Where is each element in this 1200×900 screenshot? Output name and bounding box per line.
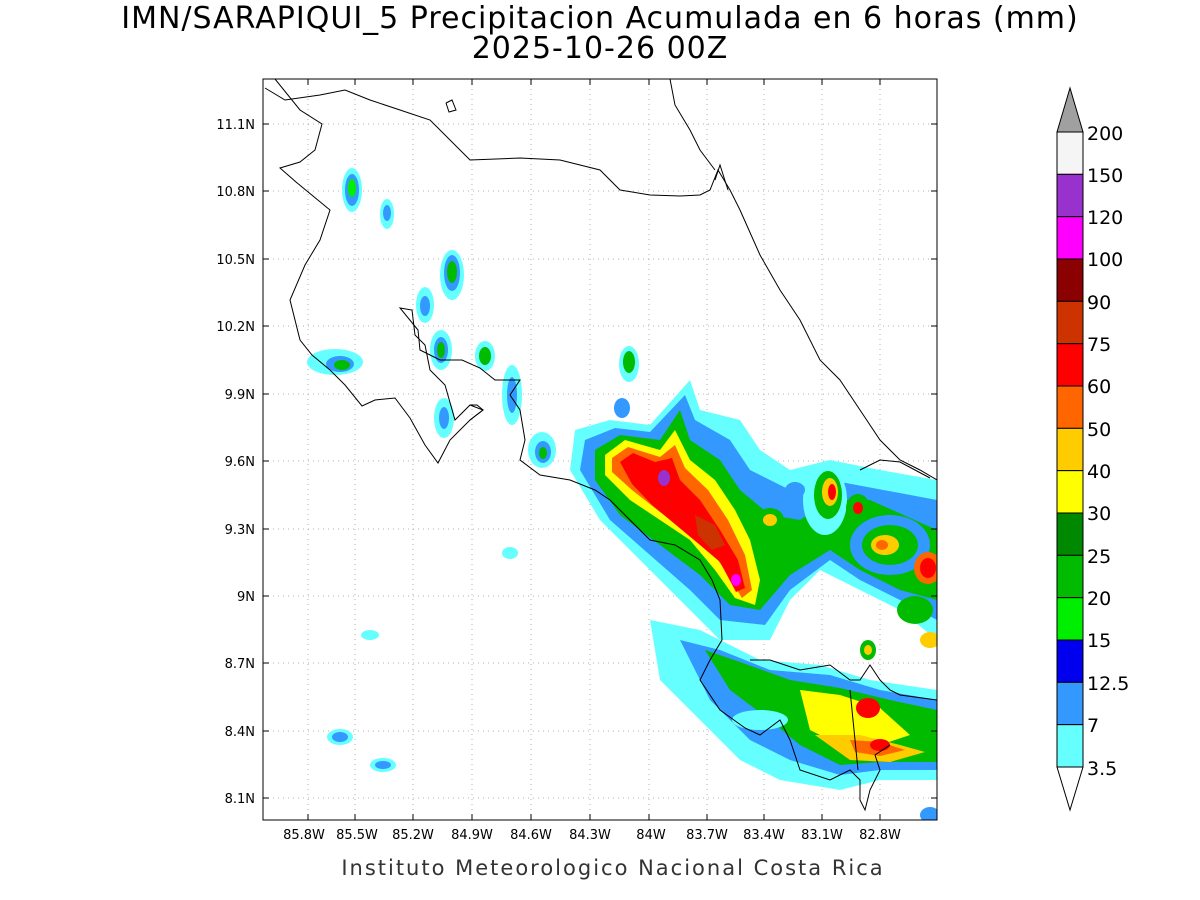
lat-label: 9N [237, 590, 255, 605]
colorbar-label: 100 [1087, 249, 1123, 271]
precipitation-field [307, 168, 937, 820]
lat-label: 8.7N [225, 657, 255, 672]
colorbar-label: 20 [1087, 588, 1111, 610]
colorbar-label: 90 [1087, 292, 1111, 314]
colorbar-label: 200 [1087, 123, 1123, 145]
coastlines [264, 79, 937, 812]
colorbar-label: 60 [1087, 376, 1111, 398]
lon-ticks [307, 79, 881, 820]
colorbar-label: 120 [1087, 207, 1123, 229]
colorbar-label: 150 [1087, 165, 1123, 187]
colorbar-boxes [1056, 131, 1084, 768]
lat-label: 8.4N [225, 725, 255, 740]
colorbar-box [1056, 300, 1084, 345]
lon-label: 85.5W [336, 828, 378, 843]
lon-label: 84.6W [510, 828, 552, 843]
lon-label: 84W [636, 828, 666, 843]
colorbar-bottom-arrow [1056, 766, 1084, 812]
colorbar-label: 15 [1087, 630, 1111, 652]
colorbar-label: 25 [1087, 546, 1111, 568]
lon-label: 85.2W [392, 828, 434, 843]
lat-tick-labels: 11.1N 10.8N 10.5N 10.2N 9.9N 9.6N 9.3N 9… [216, 118, 255, 807]
lat-label: 10.5N [216, 253, 255, 268]
lat-label: 9.9N [225, 388, 255, 403]
colorbar-top-arrow [1056, 86, 1084, 133]
lat-label: 9.6N [225, 455, 255, 470]
lat-label: 9.3N [225, 523, 255, 538]
colorbar: 200 150 120 100 90 75 60 50 40 30 25 20 … [1056, 86, 1129, 812]
colorbar-box [1056, 173, 1084, 218]
lat-label: 10.8N [216, 185, 255, 200]
lat-label: 10.2N [216, 320, 255, 335]
colorbar-label: 12.5 [1087, 673, 1129, 695]
colorbar-box [1056, 470, 1084, 514]
lat-label: 8.1N [225, 792, 255, 807]
lon-label: 84.9W [451, 828, 493, 843]
colorbar-label: 7 [1087, 715, 1099, 737]
lon-label: 84.3W [569, 828, 611, 843]
colorbar-label: 40 [1087, 461, 1111, 483]
colorbar-box [1056, 131, 1084, 175]
colorbar-box [1056, 427, 1084, 472]
colorbar-box [1056, 639, 1084, 683]
lat-ticks [263, 123, 937, 799]
colorbar-label: 30 [1087, 503, 1111, 525]
colorbar-label: 75 [1087, 334, 1111, 356]
colorbar-box [1056, 216, 1084, 260]
colorbar-box [1056, 512, 1084, 556]
colorbar-box [1056, 385, 1084, 429]
lon-label: 83.1W [801, 828, 843, 843]
lat-label: 11.1N [216, 118, 255, 133]
colorbar-box [1056, 681, 1084, 726]
map-subtitle: 2025-10-26 00Z [471, 31, 729, 66]
lon-label: 85.8W [283, 828, 325, 843]
lon-label: 83.7W [686, 828, 728, 843]
lon-label: 83.4W [743, 828, 785, 843]
colorbar-box [1056, 258, 1084, 302]
colorbar-label: 50 [1087, 419, 1111, 441]
lon-label: 82.8W [859, 828, 901, 843]
colorbar-box [1056, 724, 1084, 768]
map-title: IMN/SARAPIQUI_5 Precipitacion Acumulada … [121, 1, 1079, 36]
lon-tick-labels: 85.8W 85.5W 85.2W 84.9W 84.6W 84.3W 84W … [283, 828, 901, 843]
map-frame [262, 78, 938, 821]
footer-credit: Instituto Meteorologico Nacional Costa R… [341, 856, 885, 880]
colorbar-box [1056, 597, 1084, 641]
colorbar-label: 3.5 [1087, 758, 1117, 780]
colorbar-box [1056, 343, 1084, 387]
colorbar-box [1056, 554, 1084, 599]
